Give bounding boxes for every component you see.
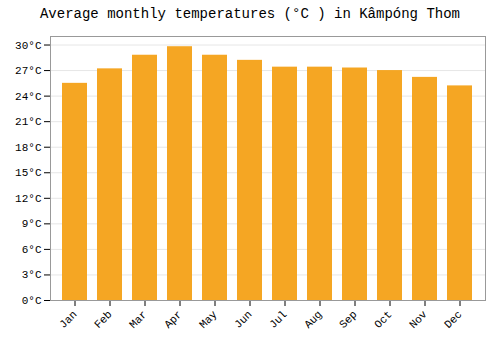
svg-text:30°C: 30°C [15, 40, 42, 52]
svg-text:12°C: 12°C [15, 193, 42, 205]
svg-text:0°C: 0°C [22, 295, 42, 307]
svg-text:24°C: 24°C [15, 91, 42, 103]
svg-text:Aug: Aug [302, 308, 324, 330]
html-text:Average monthly temperatures (: Average monthly temperatures (°C ) in Kâ… [40, 6, 460, 22]
svg-text:Oct: Oct [372, 308, 394, 330]
svg-text:Nov: Nov [407, 308, 430, 331]
svg-text:May: May [197, 308, 220, 331]
svg-text:18°C: 18°C [15, 142, 42, 154]
svg-text:Apr: Apr [162, 308, 184, 330]
svg-text:Dec: Dec [442, 308, 464, 330]
svg-text:27°C: 27°C [15, 65, 42, 77]
svg-text:9°C: 9°C [22, 218, 42, 230]
svg-text:Sep: Sep [337, 308, 359, 330]
svg-text:3°C: 3°C [22, 269, 42, 281]
svg-text:Jun: Jun [232, 308, 254, 330]
svg-text:Feb: Feb [92, 308, 114, 330]
svg-text:Jul: Jul [267, 308, 289, 330]
svg-text:6°C: 6°C [22, 244, 42, 256]
svg-text:Jan: Jan [57, 308, 79, 330]
svg-text:21°C: 21°C [15, 116, 42, 128]
svg-text:Mar: Mar [127, 308, 149, 330]
svg-text:15°C: 15°C [15, 167, 42, 179]
